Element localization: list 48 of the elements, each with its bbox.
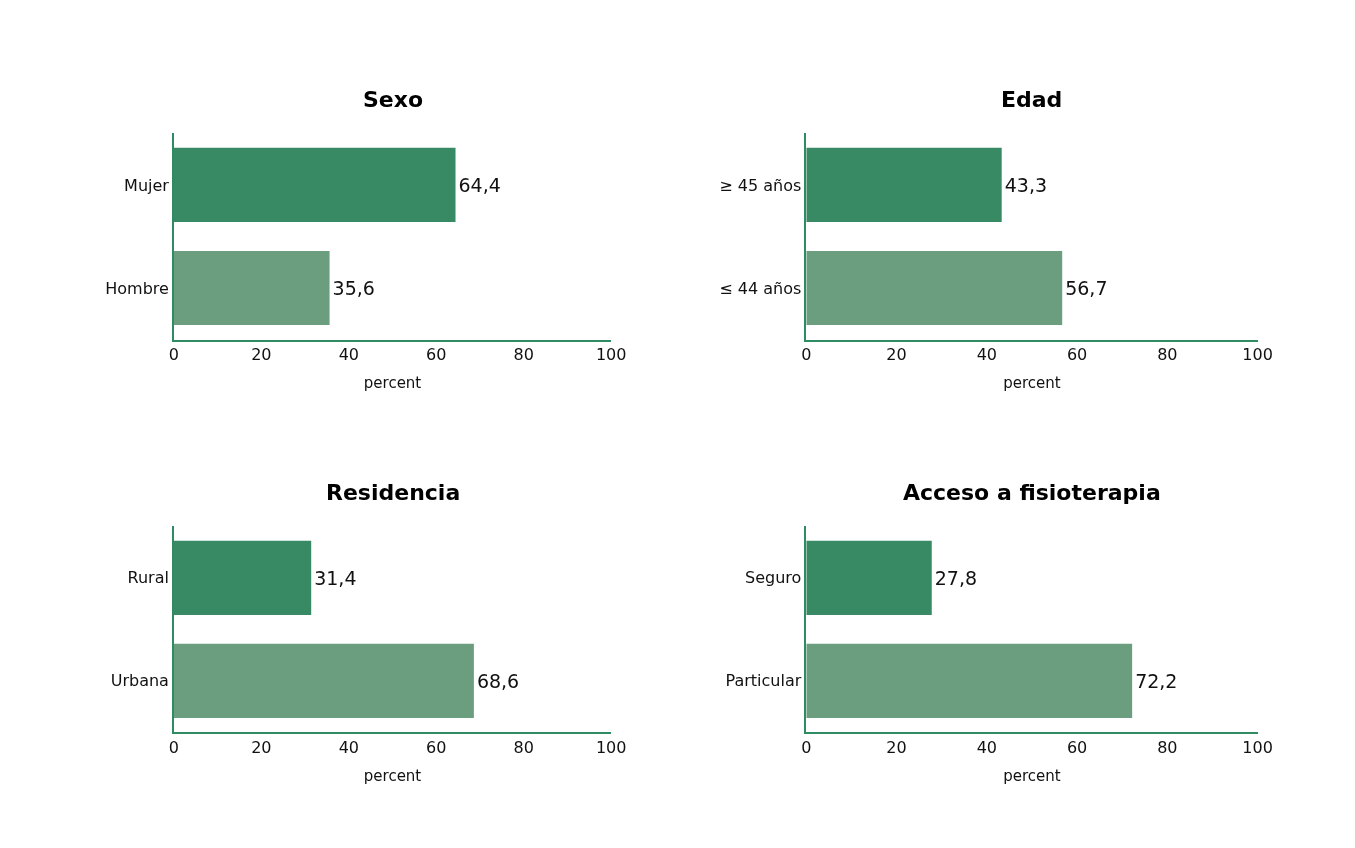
x-tick-label: 80	[1157, 738, 1178, 758]
x-tick-label: 60	[426, 738, 447, 758]
data-label: 56,7	[1065, 276, 1108, 299]
x-tick-label: 20	[886, 738, 907, 758]
y-tick-label: Mujer	[124, 175, 170, 195]
data-label: 64,4	[458, 173, 501, 196]
x-tick-label: 100	[595, 738, 627, 758]
data-label: 35,6	[332, 276, 375, 299]
y-tick-label: Rural	[127, 568, 169, 588]
data-label: 68,6	[476, 669, 520, 692]
x-tick-label: 100	[1242, 345, 1273, 365]
x-tick-label: 0	[168, 345, 179, 365]
x-tick-label: 0	[168, 738, 179, 758]
x-tick-label: 0	[801, 345, 812, 365]
x-tick-label: 60	[426, 345, 447, 365]
x-axis-title: percent	[1003, 373, 1061, 392]
chart-title: Residencia	[326, 480, 461, 505]
data-label: 31,4	[314, 566, 357, 589]
x-tick-label: 20	[251, 738, 272, 758]
x-tick-label: 60	[1066, 738, 1088, 758]
x-tick-label: 100	[595, 345, 627, 365]
x-tick-label: 40	[976, 738, 997, 758]
x-axis-title: percent	[363, 766, 422, 785]
x-tick-label: 0	[801, 738, 812, 758]
x-tick-label: 20	[251, 345, 272, 365]
data-label: 72,2	[1135, 669, 1178, 692]
y-tick-label: Urbana	[110, 671, 169, 691]
chart-title: Sexo	[363, 87, 424, 112]
x-tick-label: 100	[1242, 738, 1273, 758]
x-tick-label: 40	[338, 738, 359, 758]
x-tick-label: 40	[338, 345, 359, 365]
data-label: 27,8	[934, 566, 978, 589]
y-tick-label: ≤ 44 años	[719, 278, 802, 298]
x-tick-label: 40	[976, 345, 997, 365]
y-tick-label: Particular	[725, 671, 802, 691]
y-tick-label: Hombre	[105, 278, 169, 298]
y-tick-label: Seguro	[745, 568, 802, 588]
y-tick-label: ≥ 45 años	[719, 175, 802, 195]
x-tick-label: 80	[513, 345, 534, 365]
chart-title: Edad	[1001, 87, 1063, 112]
x-tick-label: 80	[1157, 345, 1178, 365]
x-tick-label: 80	[513, 738, 534, 758]
x-tick-label: 60	[1066, 345, 1088, 365]
data-label: 43,3	[1004, 173, 1048, 196]
chart-title: Acceso a fisioterapia	[903, 480, 1161, 505]
x-axis-title: percent	[363, 373, 422, 392]
x-axis-title: percent	[1003, 766, 1061, 785]
x-tick-label: 20	[886, 345, 907, 365]
